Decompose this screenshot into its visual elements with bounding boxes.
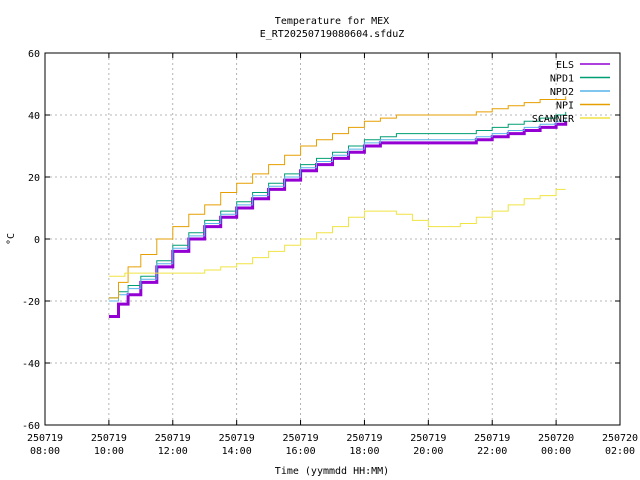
x-tick-time: 16:00 [286,446,316,457]
chart-subtitle: E_RT20250719080604.sfduZ [260,29,405,40]
series-line-els [108,121,568,318]
x-tick-time: 18:00 [349,446,379,457]
legend-label-npd2: NPD2 [550,87,574,98]
x-tick-time: 08:00 [30,446,60,457]
x-tick-time: 10:00 [94,446,124,457]
x-tick-date: 250720 [538,433,574,444]
legend: ELS NPD1 NPD2 NPI SCANNER [532,60,610,125]
y-tick-label: -60 [22,421,40,432]
gridlines [45,53,620,425]
x-tick-time: 02:00 [605,446,635,457]
axis-ticks: -60 -40 -20 0 20 40 60 250719 08:00 250719 10:00 25… [22,49,638,457]
x-tick-date: 250720 [602,433,638,444]
legend-label-scanner: SCANNER [532,114,575,125]
y-axis-label: °C [6,233,17,245]
x-tick-date: 250719 [219,433,255,444]
legend-label-npd1: NPD1 [550,74,574,85]
series-line-npd1 [108,111,567,299]
x-tick-date: 250719 [27,433,63,444]
chart-title: Temperature for MEX [275,16,389,27]
x-tick-time: 22:00 [477,446,507,457]
x-tick-date: 250719 [91,433,127,444]
y-tick-label: 40 [28,111,40,122]
x-tick-date: 250719 [282,433,318,444]
y-tick-label: 20 [28,173,40,184]
x-tick-date: 250719 [410,433,446,444]
y-tick-label: 0 [34,235,40,246]
series-line-npd2 [108,118,567,302]
x-tick-time: 14:00 [222,446,252,457]
series-lines [108,96,568,318]
x-tick-date: 250719 [346,433,382,444]
legend-label-els: ELS [556,60,574,71]
series-line-npi [108,96,567,299]
x-axis-label: Time (yymmdd HH:MM) [275,466,389,477]
series-line-scanner [108,188,566,277]
x-tick-date: 250719 [474,433,510,444]
x-tick-date: 250719 [155,433,191,444]
y-tick-label: 60 [28,49,40,60]
x-tick-time: 12:00 [158,446,188,457]
y-tick-label: -40 [22,359,40,370]
x-tick-time: 20:00 [413,446,443,457]
y-tick-label: -20 [22,297,40,308]
legend-label-npi: NPI [556,101,574,112]
x-tick-time: 00:00 [541,446,571,457]
